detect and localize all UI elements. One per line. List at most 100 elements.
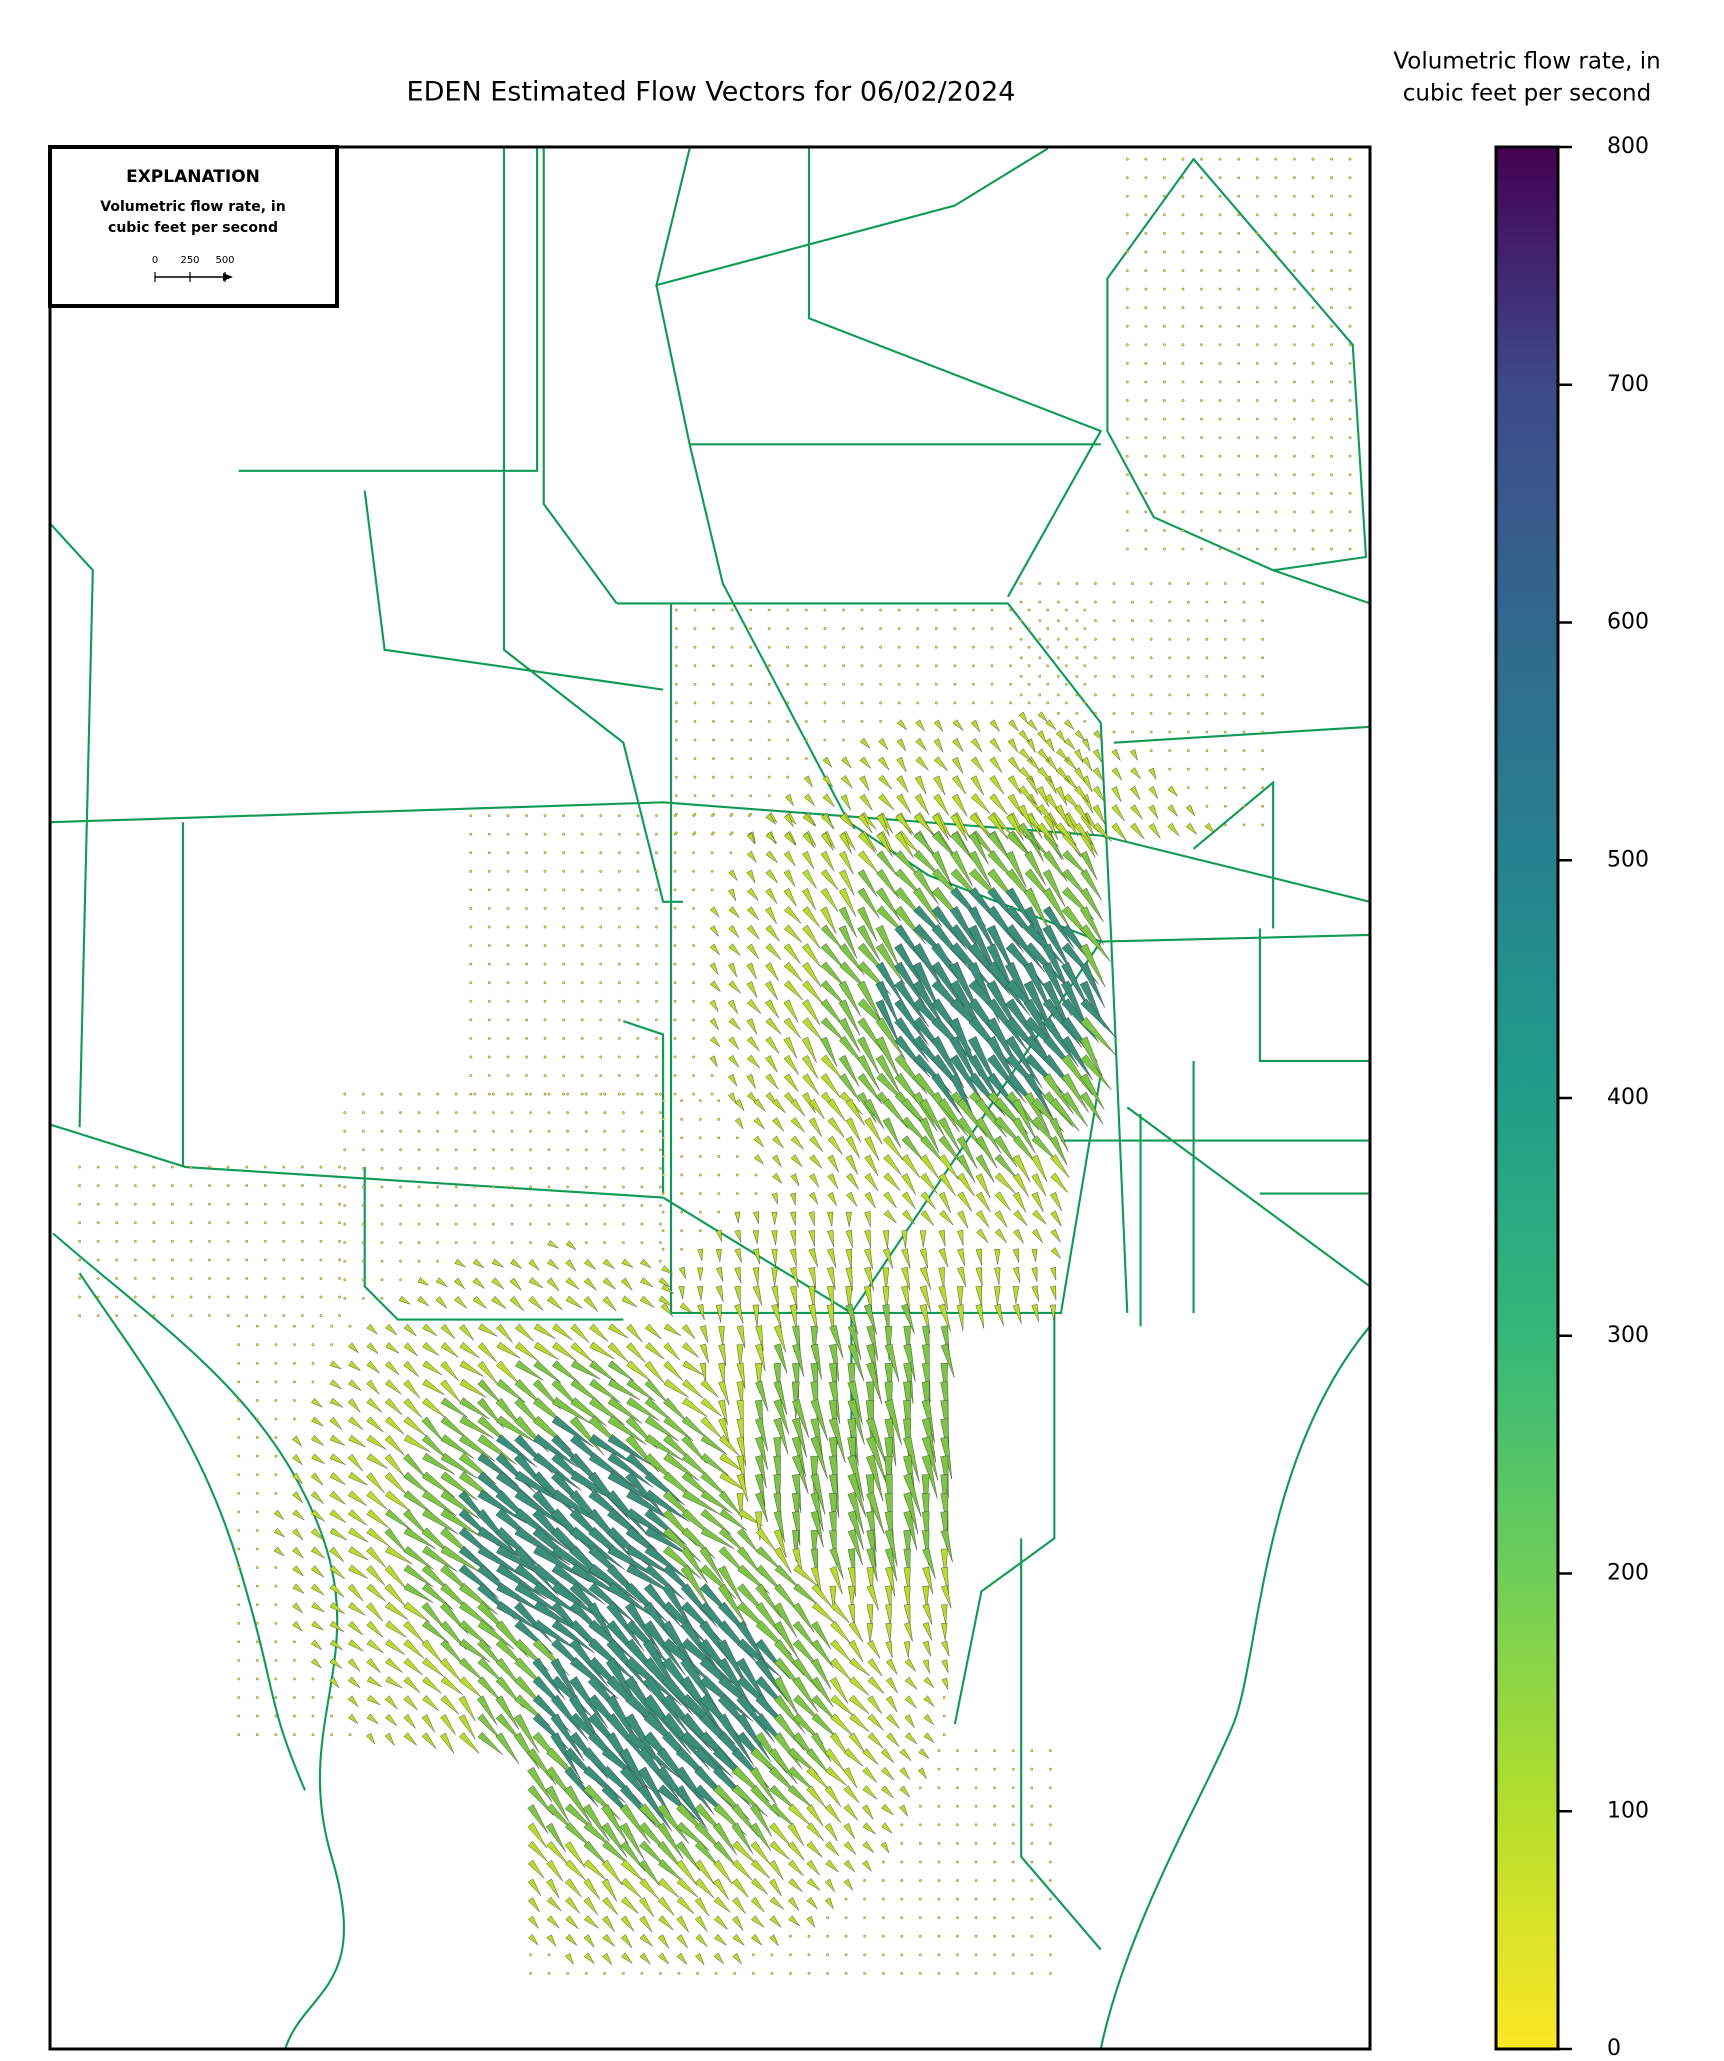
vector-dot xyxy=(454,1148,458,1152)
vector-dot xyxy=(263,1277,267,1280)
vector-arrow xyxy=(552,1397,591,1424)
vector-arrow xyxy=(709,962,719,975)
vector-arrow xyxy=(565,1953,574,1965)
vector-arrow xyxy=(919,1266,931,1290)
vector-dot xyxy=(473,1241,477,1245)
vector-dot xyxy=(115,1184,119,1188)
vector-dot xyxy=(226,1221,230,1225)
vector-dot xyxy=(338,1202,341,1206)
vector-dot xyxy=(659,1185,662,1189)
vector-arrow xyxy=(864,1098,885,1129)
vector-dot xyxy=(717,1192,721,1195)
vector-arrow xyxy=(496,1360,520,1385)
vector-dot xyxy=(953,682,957,686)
vector-dot xyxy=(993,1971,997,1975)
vector-dot xyxy=(525,907,528,910)
vector-arrow xyxy=(811,1676,834,1708)
vector-arrow xyxy=(808,1191,819,1205)
vector-dot xyxy=(599,869,603,873)
vector-dot xyxy=(1292,194,1296,198)
vector-dot xyxy=(529,1241,532,1245)
vector-dot xyxy=(487,981,491,985)
vector-dot xyxy=(655,962,658,966)
vector-dot xyxy=(974,1879,978,1882)
vector-dot xyxy=(1242,693,1246,697)
vector-arrow xyxy=(583,1934,595,1948)
vector-dot xyxy=(754,1192,758,1195)
vector-dot xyxy=(584,1111,588,1115)
vector-arrow xyxy=(547,1258,559,1270)
vector-arrow xyxy=(903,1473,922,1517)
vector-arrow xyxy=(527,1897,540,1913)
vector-arrow xyxy=(848,1604,855,1627)
vector-arrow xyxy=(1092,804,1106,825)
vector-dot xyxy=(712,738,715,742)
vector-arrow xyxy=(403,1471,432,1496)
vector-dot xyxy=(1242,823,1246,827)
vector-arrow xyxy=(385,1323,398,1335)
vector-dot xyxy=(842,645,845,649)
vector-dot xyxy=(1144,176,1148,180)
vector-arrow xyxy=(329,1490,346,1505)
vector-arrow xyxy=(820,1073,841,1098)
vector-arrow xyxy=(938,1229,946,1247)
vector-arrow xyxy=(384,1695,398,1710)
vector-arrow xyxy=(1050,1154,1070,1178)
vector-dot xyxy=(729,832,733,836)
vector-arrow xyxy=(403,1527,436,1550)
vector-arrow xyxy=(366,1694,381,1706)
vector-dot xyxy=(897,645,901,649)
vector-arrow xyxy=(790,1211,796,1226)
vector-dot xyxy=(659,1129,662,1133)
vector-dot xyxy=(1048,1767,1052,1771)
vector-dot xyxy=(1083,720,1087,723)
vector-arrow xyxy=(458,1695,476,1722)
vector-arrow xyxy=(810,1436,828,1479)
vector-dot xyxy=(692,1018,696,1022)
vector-arrow xyxy=(657,1896,675,1916)
vector-arrow xyxy=(658,1915,674,1931)
vector-arrow xyxy=(589,1323,609,1342)
vector-arrow xyxy=(884,1325,893,1362)
vector-arrow xyxy=(403,1582,434,1603)
vector-dot xyxy=(693,627,697,631)
vector-arrow xyxy=(736,1473,749,1502)
vector-arrow xyxy=(857,980,882,1022)
vector-dot xyxy=(1274,194,1278,198)
vector-dot xyxy=(436,1129,440,1133)
vector-dot xyxy=(918,1842,922,1845)
vector-dot xyxy=(282,1295,286,1299)
vector-dot xyxy=(842,738,845,742)
vector-dot xyxy=(860,645,864,649)
vector-dot xyxy=(599,888,603,892)
vector-dot xyxy=(698,1210,702,1214)
vector-arrow xyxy=(348,1564,368,1579)
vector-arrow xyxy=(904,1658,916,1672)
vector-dot xyxy=(1205,637,1209,641)
vector-arrow xyxy=(570,1323,590,1343)
vector-dot xyxy=(730,794,734,798)
vector-arrow xyxy=(709,906,720,918)
vector-dot xyxy=(274,1454,278,1458)
vector-arrow xyxy=(875,925,900,967)
vector-dot xyxy=(1218,547,1222,551)
vector-dot xyxy=(1144,399,1148,402)
vector-dot xyxy=(566,1222,570,1226)
vector-dot xyxy=(1083,664,1087,668)
vector-dot xyxy=(566,1185,570,1189)
vector-arrow xyxy=(527,1859,545,1879)
vector-dot xyxy=(255,1733,259,1737)
vector-arrow xyxy=(329,1527,347,1541)
vector-dot xyxy=(1237,157,1241,161)
vector-dot xyxy=(879,664,882,668)
vector-arrow xyxy=(952,738,964,752)
vector-arrow xyxy=(737,1546,763,1576)
vector-dot xyxy=(361,1296,365,1300)
vector-dot xyxy=(1181,250,1185,254)
vector-arrow xyxy=(755,1417,768,1452)
vector-dot xyxy=(274,1677,278,1681)
vector-dot xyxy=(1048,1879,1052,1882)
vector-arrow xyxy=(347,1620,364,1636)
vector-arrow xyxy=(458,1323,475,1341)
vector-arrow xyxy=(784,906,802,924)
